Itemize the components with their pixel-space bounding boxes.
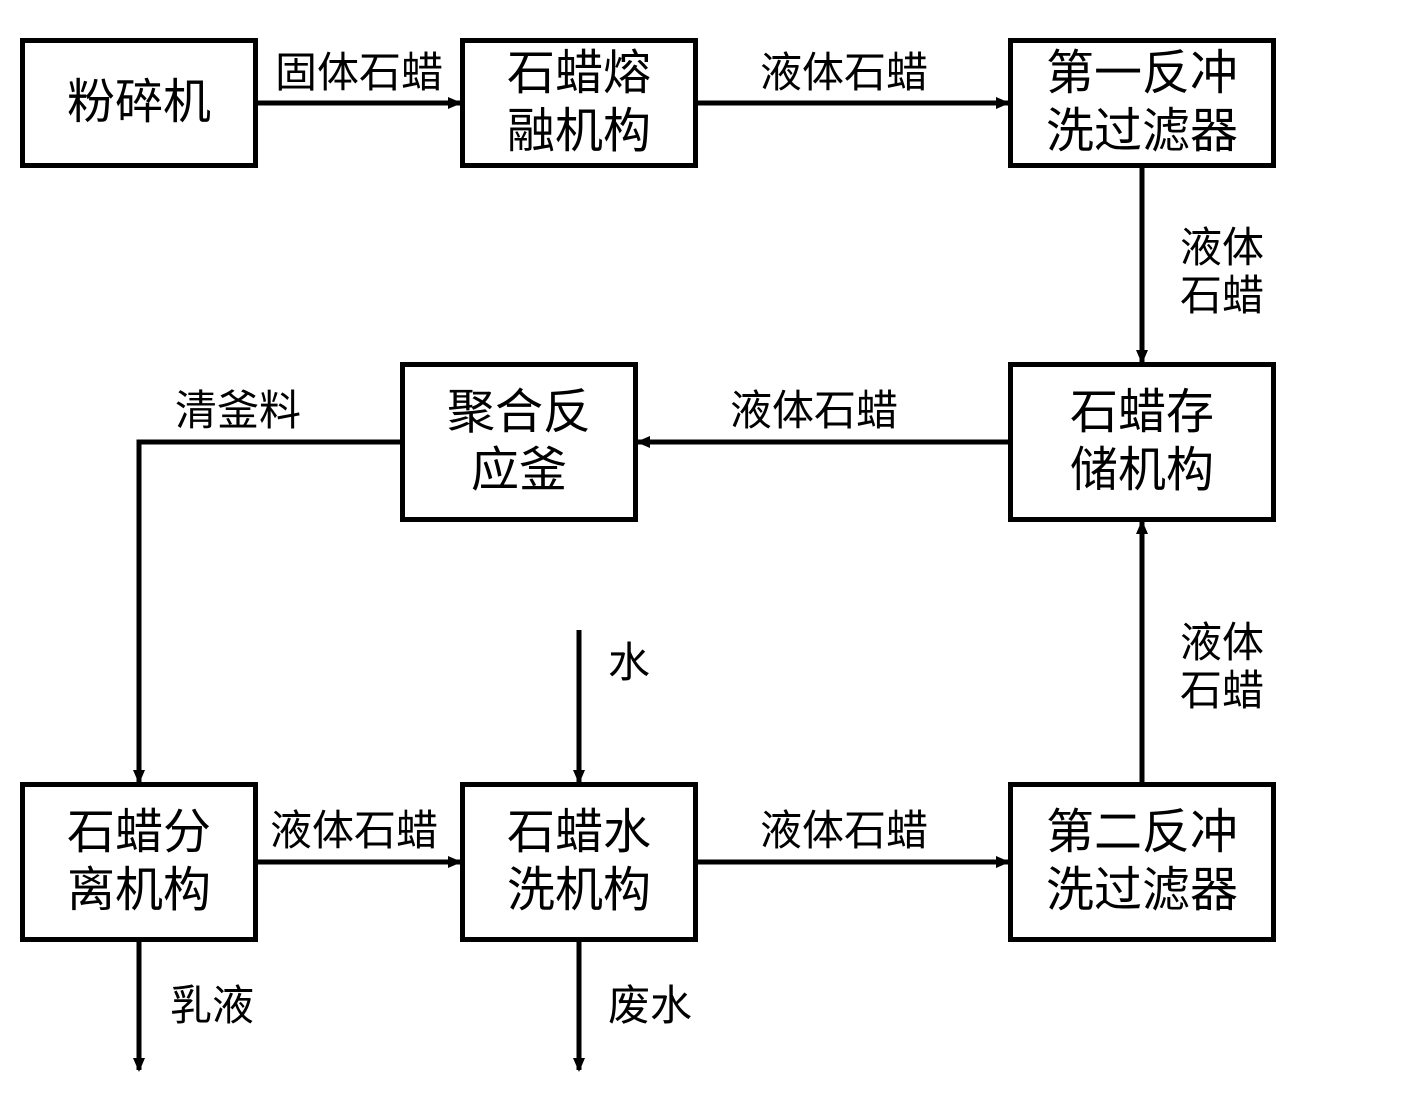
edge-label-e10: 乳液: [170, 983, 254, 1031]
flowchart-node-n2: 石蜡熔 融机构: [460, 38, 698, 168]
flowchart-node-n7: 石蜡水 洗机构: [460, 782, 698, 942]
flowchart-node-n5: 聚合反 应釜: [400, 362, 638, 522]
node-label: 石蜡熔 融机构: [507, 45, 651, 160]
edge-label-e7: 水: [608, 640, 650, 688]
node-label: 第一反冲 洗过滤器: [1046, 45, 1238, 160]
edge-label-e1: 固体石蜡: [275, 50, 443, 98]
flowchart-node-n1: 粉碎机: [20, 38, 258, 168]
edge-label-e6: 液体石蜡: [270, 808, 438, 856]
flowchart-node-n6: 石蜡分 离机构: [20, 782, 258, 942]
flowchart-edge-e5: [139, 442, 400, 782]
flowchart-node-n4: 石蜡存 储机构: [1008, 362, 1276, 522]
edge-label-e11: 废水: [608, 983, 692, 1031]
node-label: 石蜡分 离机构: [67, 804, 211, 919]
edge-label-e3: 液体 石蜡: [1180, 225, 1264, 322]
flowchart-node-n8: 第二反冲 洗过滤器: [1008, 782, 1276, 942]
node-label: 石蜡存 储机构: [1070, 384, 1214, 499]
node-label: 粉碎机: [67, 74, 211, 132]
edge-label-e9: 液体 石蜡: [1180, 620, 1264, 717]
edge-label-e5: 清釜料: [175, 388, 301, 436]
flowchart-node-n3: 第一反冲 洗过滤器: [1008, 38, 1276, 168]
edge-label-e4: 液体石蜡: [730, 388, 898, 436]
edge-label-e8: 液体石蜡: [760, 808, 928, 856]
edge-label-e2: 液体石蜡: [760, 50, 928, 98]
node-label: 聚合反 应釜: [447, 384, 591, 499]
node-label: 石蜡水 洗机构: [507, 804, 651, 919]
node-label: 第二反冲 洗过滤器: [1046, 804, 1238, 919]
